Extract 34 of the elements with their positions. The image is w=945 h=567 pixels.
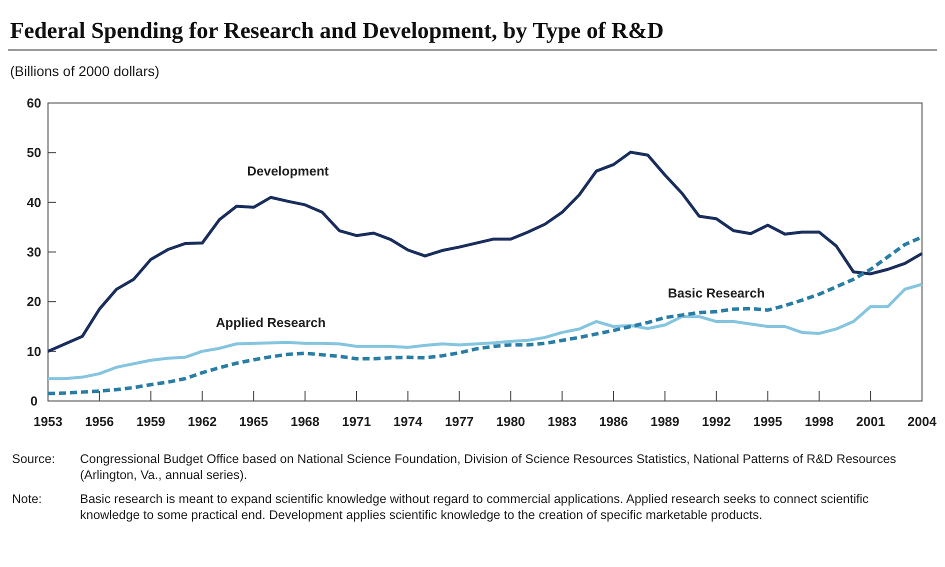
text: Note: Basic research is meant to expand scientific knowledge without regard to commercial applications. Applied research seeks to connect scientific knowledge to some practical end. Development applies scientific knowledge to the creation of specific marketable products. [12,492,869,522]
x-tick-label: 1974 [393,414,424,429]
x-tick-label: 1977 [444,414,474,429]
chart-subtitle: (Billions of 2000 dollars) [10,63,160,79]
x-tick-label: 1953 [34,414,62,429]
x-tick-label: 1989 [650,414,680,429]
y-tick-label: 30 [26,244,42,260]
x-tick-label: 1965 [239,414,268,429]
chart-title: Federal Spending for Research and Development, by Type of R&D [10,18,664,44]
x-tick-label: 2004 [908,414,938,429]
x-tick-label: 1962 [188,414,217,429]
x-tick-label: 1968 [290,414,320,429]
y-tick-label: 0 [30,394,38,409]
x-tick-label: 1998 [804,414,834,429]
series-label: Basic Research [668,286,765,301]
x-tick-label: 1971 [342,414,371,429]
y-tick-label: 20 [26,294,42,310]
text: Development [247,163,330,178]
x-tick-label: 1980 [496,414,526,429]
x-tick-label: 1983 [548,414,577,429]
y-tick-label: 40 [26,194,42,210]
x-tick-label: 1986 [599,414,628,429]
x-tick-label: 1995 [753,414,782,429]
series-label: Applied Research [216,314,326,330]
line-series [46,150,924,353]
text: Source: Congressional Budget Office based on National Science Foundation, Division of Science Resources Statistics, National Patterns of R&D Resources (Arlington, Va., annual series). [12,452,896,482]
line-series [46,282,924,380]
y-tick-label: 10 [26,344,42,359]
x-tick-label: 2001 [856,414,886,429]
y-tick-label: 60 [26,96,42,111]
x-tick-label: 1992 [702,414,731,429]
x-tick-label: 1956 [84,414,114,429]
x-tick-label: 1959 [136,414,166,429]
y-tick-label: 50 [26,145,42,160]
